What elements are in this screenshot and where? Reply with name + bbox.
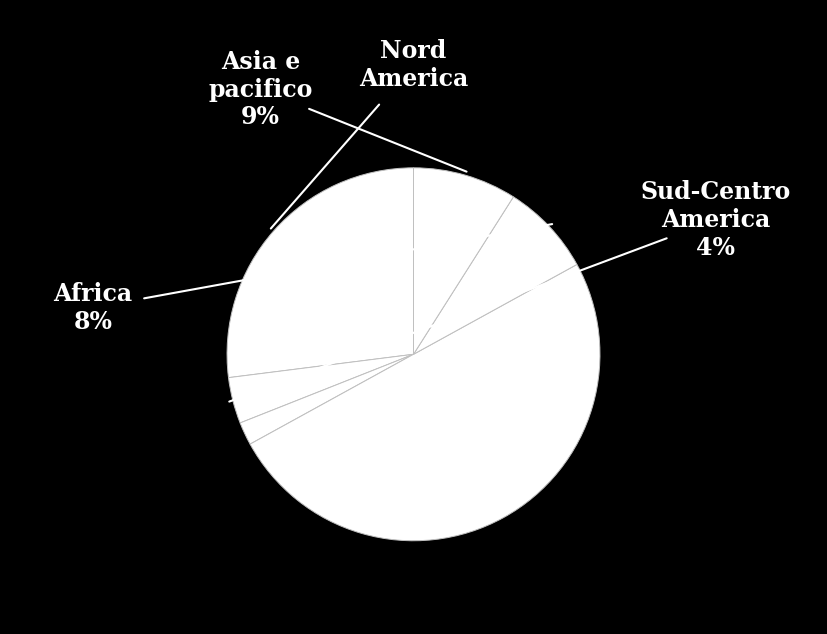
Text: Sud-Centro
America
4%: Sud-Centro America 4%: [640, 180, 791, 260]
Text: Nord
America: Nord America: [359, 39, 468, 91]
Wedge shape: [250, 264, 600, 541]
Text: Asia e
pacifico
9%: Asia e pacifico 9%: [208, 49, 313, 129]
Wedge shape: [227, 168, 414, 378]
Text: Africa
8%: Africa 8%: [53, 281, 132, 333]
Wedge shape: [414, 168, 514, 354]
Wedge shape: [228, 354, 414, 423]
Wedge shape: [240, 354, 414, 444]
Wedge shape: [414, 197, 577, 354]
